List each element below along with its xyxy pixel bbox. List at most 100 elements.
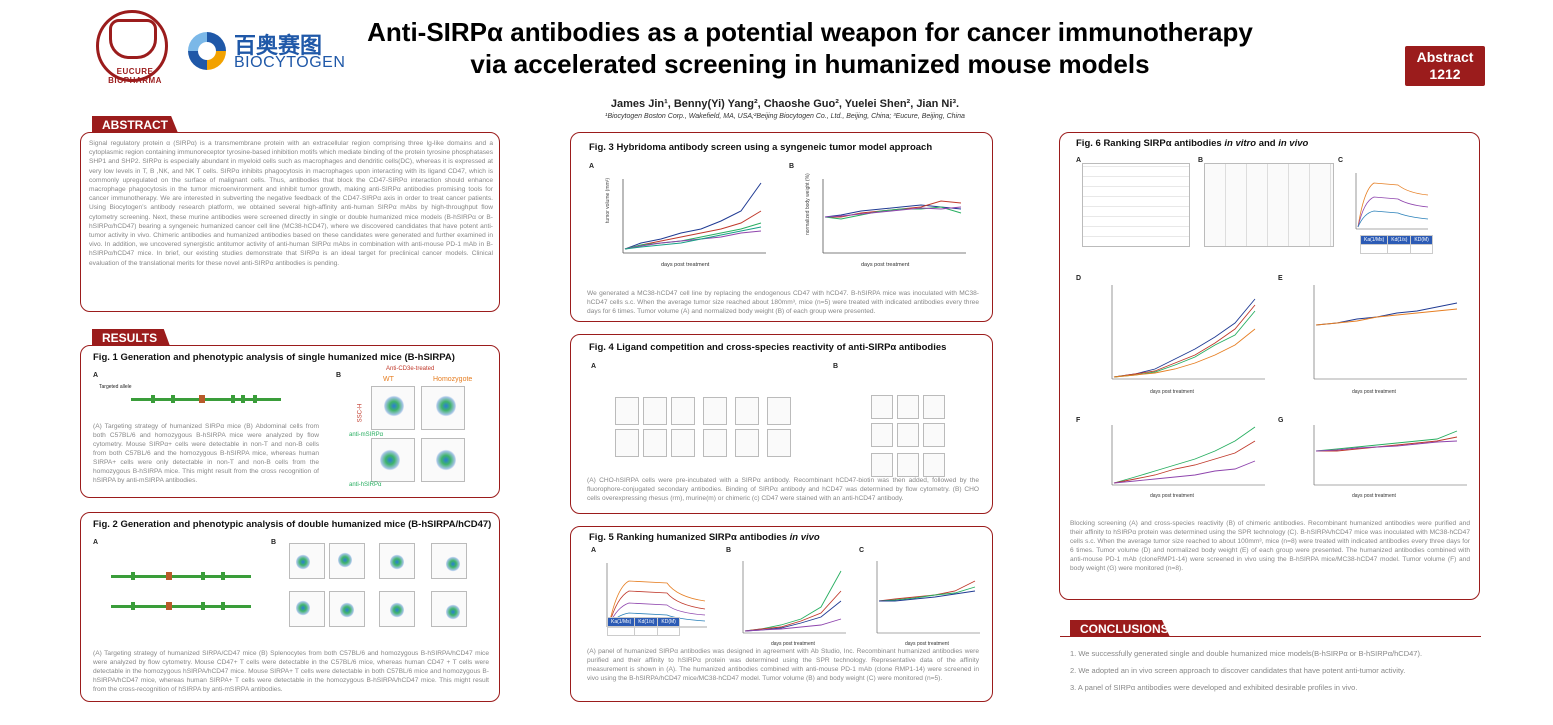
- exon: [221, 602, 225, 610]
- fig5c-chart: days post treatment: [865, 557, 985, 647]
- fig6c-spr-chart: [1348, 169, 1468, 239]
- flow-plot: [703, 397, 727, 425]
- biocytogen-mark-icon: [188, 32, 226, 70]
- fig6d-xlabel: days post treatment: [1150, 389, 1195, 395]
- flow-plot: [371, 438, 415, 482]
- poster-title: Anti-SIRPα antibodies as a potential wea…: [360, 16, 1260, 80]
- flow-plot: [371, 386, 415, 430]
- flow-plot: [671, 397, 695, 425]
- conclusion-item: 3. A panel of SIRPα antibodies were deve…: [1070, 683, 1358, 692]
- flow-plot: [431, 591, 467, 627]
- flow-plot: [871, 453, 893, 477]
- fig3b-xlabel: days post treatment: [861, 262, 910, 268]
- fig5-panel-b-label: B: [726, 547, 732, 554]
- exon: [171, 395, 175, 403]
- exon: [131, 572, 135, 580]
- flow-plot: [671, 429, 695, 457]
- fig4-caption: (A) CHO-hSIRPA cells were pre-incubated …: [587, 477, 979, 502]
- fig6e-xlabel: days post treatment: [1352, 389, 1397, 395]
- kd-header: Ka(1/Ms): [1359, 235, 1389, 245]
- flow-plot: [615, 429, 639, 457]
- flow-plot: [379, 591, 415, 627]
- flow-plot: [923, 395, 945, 419]
- series-line: [624, 182, 762, 250]
- fig2-caption: (A) Targeting strategy of humanized SIRP…: [93, 650, 489, 693]
- results-heading: RESULTS: [92, 329, 170, 346]
- fig6f-xlabel: days post treatment: [1150, 493, 1195, 499]
- humanized-exon: [199, 395, 205, 403]
- fig2-title: Fig. 2 Generation and phenotypic analysi…: [93, 519, 492, 530]
- fig6c-kd-table: Ka(1/Ms) Kd(1/s) KD(M): [1359, 235, 1433, 254]
- exon: [151, 395, 155, 403]
- flow-plot: [421, 438, 465, 482]
- series-line: [624, 230, 762, 250]
- abstract-badge-number: 1212: [1429, 66, 1461, 82]
- flow-plot: [289, 543, 325, 579]
- gene-line: [111, 575, 251, 578]
- fig3-panel: Fig. 3 Hybridoma antibody screen using a…: [570, 132, 993, 322]
- flow-plot: [421, 386, 465, 430]
- fig6a-flow-grid: [1082, 163, 1190, 247]
- fig2-panel-a-label: A: [93, 539, 99, 546]
- biocytogen-logo-en: BIOCYTOGEN: [234, 54, 346, 71]
- homozygote-label: Homozygote: [433, 376, 473, 383]
- series-line: [624, 222, 762, 250]
- fig5b-xlabel: days post treatment: [771, 641, 816, 647]
- gene-line: [131, 398, 281, 401]
- fig1-title: Fig. 1 Generation and phenotypic analysi…: [93, 352, 455, 363]
- fig4-panel-b-label: B: [833, 363, 839, 370]
- kd-header: KD(M): [1410, 235, 1433, 245]
- series-line: [824, 204, 962, 218]
- fig1-panel: Fig. 1 Generation and phenotypic analysi…: [80, 345, 500, 498]
- fig5-title: Fig. 5 Ranking humanized SIRPα antibodie…: [589, 532, 820, 543]
- fig6-panel-c-label: C: [1338, 157, 1344, 164]
- fig6-title: Fig. 6 Ranking SIRPα antibodies in vitro…: [1076, 138, 1308, 149]
- exon: [253, 395, 257, 403]
- affiliations: ¹Biocytogen Boston Corp., Wakefield, MA,…: [605, 113, 965, 120]
- fig5-caption: (A) panel of humanized SIRPα antibodies …: [587, 648, 979, 682]
- fig2-panel: Fig. 2 Generation and phenotypic analysi…: [80, 512, 500, 702]
- fig3a-chart: tumor volume (mm³) days post treatment: [601, 171, 771, 271]
- fig6-panel-a-label: A: [1076, 157, 1082, 164]
- anti-cd3e-label: Anti-CD3e-treated: [386, 366, 435, 372]
- fig6-title-italic-1: in vitro: [1224, 138, 1257, 149]
- flow-plot: [923, 453, 945, 477]
- exon: [201, 602, 205, 610]
- exon: [201, 572, 205, 580]
- exon: [131, 602, 135, 610]
- series-line: [624, 226, 762, 250]
- fig6-caption: Blocking screening (A) and cross-species…: [1070, 520, 1470, 572]
- fig5-kd-table: Ka(1/Ms) Kd(1/s) KD(M): [606, 617, 680, 636]
- flow-plot: [703, 429, 727, 457]
- fig6-title-text: Fig. 6 Ranking SIRPα antibodies: [1076, 138, 1222, 149]
- flow-plot: [767, 429, 791, 457]
- conclusion-item: 1. We successfully generated single and …: [1070, 649, 1423, 658]
- humanized-exon: [166, 602, 172, 610]
- fig5-panel-c-label: C: [859, 547, 865, 554]
- wt-label: WT: [383, 376, 394, 383]
- abstract-text: Signal regulatory protein α (SIRPα) is a…: [89, 140, 493, 267]
- fig6g-chart: days post treatment: [1292, 421, 1472, 501]
- fig6-panel: Fig. 6 Ranking SIRPα antibodies in vitro…: [1059, 132, 1480, 600]
- fig6-panel-g-label: G: [1278, 417, 1284, 424]
- conclusions-list: 1. We successfully generated single and …: [1070, 648, 1480, 693]
- fig3-panel-a-label: A: [589, 163, 595, 170]
- abstract-number-badge: Abstract 1212: [1405, 46, 1485, 86]
- exon: [241, 395, 245, 403]
- fig5-panel: Fig. 5 Ranking humanized SIRPα antibodie…: [570, 526, 993, 702]
- exon: [231, 395, 235, 403]
- fig3b-chart: normalized body weight (%) days post tre…: [801, 171, 971, 271]
- fig1-panel-b-label: B: [336, 372, 342, 379]
- fig3-caption: We generated a MC38-hCD47 cell line by r…: [587, 290, 979, 315]
- exon: [221, 572, 225, 580]
- fig2-panel-b-label: B: [271, 539, 277, 546]
- targeted-allele-label: Targeted allele: [99, 384, 132, 390]
- flow-plot: [897, 423, 919, 447]
- flow-plot: [897, 395, 919, 419]
- flow-plot: [615, 397, 639, 425]
- flow-plot: [735, 429, 759, 457]
- fig6-title-italic-2: in vivo: [1278, 138, 1309, 149]
- anti-msirpa-label: anti-mSIRPα: [349, 432, 384, 438]
- fig6e-chart: days post treatment: [1292, 279, 1472, 399]
- fig3-title: Fig. 3 Hybridoma antibody screen using a…: [589, 142, 933, 153]
